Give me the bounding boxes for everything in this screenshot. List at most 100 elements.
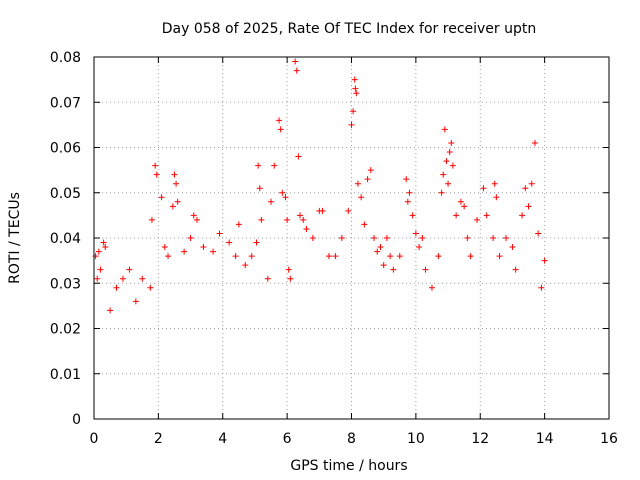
- data-point: [158, 194, 165, 201]
- data-point: [364, 176, 371, 183]
- y-tick-label: 0.05: [50, 186, 81, 202]
- data-point: [390, 266, 397, 273]
- data-point: [292, 58, 299, 65]
- x-tick-label: 6: [283, 431, 292, 447]
- data-point: [387, 253, 394, 260]
- data-point: [216, 230, 223, 237]
- data-point: [345, 207, 352, 214]
- data-point: [309, 235, 316, 241]
- data-point: [295, 153, 302, 160]
- data-point: [493, 194, 500, 201]
- data-point: [165, 253, 172, 260]
- data-point: [383, 235, 390, 241]
- data-point: [279, 189, 286, 196]
- data-point: [226, 239, 233, 246]
- data-point: [147, 284, 154, 291]
- data-point: [300, 216, 307, 223]
- data-point: [406, 189, 413, 196]
- data-point: [325, 253, 332, 260]
- data-point: [113, 284, 120, 291]
- data-point: [374, 248, 381, 255]
- y-tick-label: 0.01: [50, 367, 81, 383]
- data-point: [358, 194, 365, 201]
- data-point: [371, 235, 378, 241]
- data-point: [319, 207, 326, 214]
- data-point: [419, 235, 426, 241]
- data-point: [190, 212, 197, 219]
- data-point: [354, 180, 361, 187]
- x-tick-label: 12: [471, 431, 489, 447]
- data-point: [448, 139, 455, 146]
- data-point: [284, 216, 291, 223]
- data-point: [194, 216, 200, 223]
- x-axis-title: GPS time / hours: [290, 458, 407, 474]
- data-point: [258, 216, 265, 223]
- data-point: [496, 253, 503, 260]
- data-point: [297, 212, 303, 219]
- x-tick-label: 4: [218, 431, 227, 447]
- data-point: [528, 180, 535, 187]
- data-point: [503, 235, 509, 241]
- data-point: [285, 266, 292, 273]
- x-tick-label: 2: [154, 431, 163, 447]
- data-point: [535, 230, 542, 237]
- data-point: [483, 212, 490, 219]
- data-point: [102, 244, 109, 251]
- chart-title: Day 058 of 2025, Rate Of TEC Index for r…: [162, 21, 537, 37]
- data-point: [416, 244, 423, 251]
- data-point: [282, 194, 289, 201]
- data-point: [242, 262, 249, 269]
- data-point: [139, 275, 146, 282]
- data-point: [480, 185, 487, 192]
- data-point: [255, 162, 262, 169]
- data-point: [253, 239, 260, 246]
- data-point: [153, 171, 160, 178]
- data-point: [512, 266, 519, 273]
- data-point: [232, 253, 239, 260]
- data-point: [303, 225, 310, 232]
- data-point: [522, 185, 529, 192]
- y-tick-label: 0: [72, 412, 81, 428]
- data-point: [474, 216, 481, 223]
- data-point: [404, 198, 411, 205]
- data-point: [453, 212, 460, 219]
- data-point: [126, 266, 133, 273]
- series-roti: [92, 58, 548, 314]
- x-tick-label: 16: [600, 431, 618, 447]
- y-axis-title: ROTI / TECUs: [7, 192, 23, 284]
- data-point: [464, 235, 471, 241]
- data-point: [107, 307, 114, 314]
- data-point: [332, 253, 339, 260]
- data-point: [409, 212, 416, 219]
- data-point: [367, 167, 374, 174]
- data-point: [235, 221, 242, 228]
- data-point: [435, 253, 442, 260]
- data-point: [449, 162, 456, 169]
- data-point: [525, 203, 532, 210]
- y-tick-label: 0.08: [50, 50, 81, 66]
- y-tick-label: 0.06: [50, 141, 81, 157]
- data-point: [248, 253, 255, 260]
- data-point: [268, 198, 275, 205]
- data-point: [293, 67, 300, 74]
- data-point: [380, 262, 387, 269]
- data-point: [119, 275, 126, 282]
- y-tick-label: 0.02: [50, 322, 81, 338]
- data-point: [100, 239, 107, 246]
- x-tick-label: 0: [90, 431, 99, 447]
- data-point: [271, 162, 278, 169]
- data-point: [169, 203, 176, 210]
- data-point: [210, 248, 217, 255]
- data-point: [200, 244, 207, 251]
- data-point: [490, 235, 497, 241]
- data-point: [361, 221, 368, 228]
- x-tick-label: 8: [347, 431, 356, 447]
- data-point: [95, 248, 102, 255]
- x-tick-label: 10: [407, 431, 425, 447]
- data-point: [443, 158, 450, 165]
- data-point: [412, 230, 419, 237]
- data-point: [171, 171, 178, 178]
- data-point: [531, 139, 538, 146]
- y-tick-label: 0.07: [50, 95, 81, 111]
